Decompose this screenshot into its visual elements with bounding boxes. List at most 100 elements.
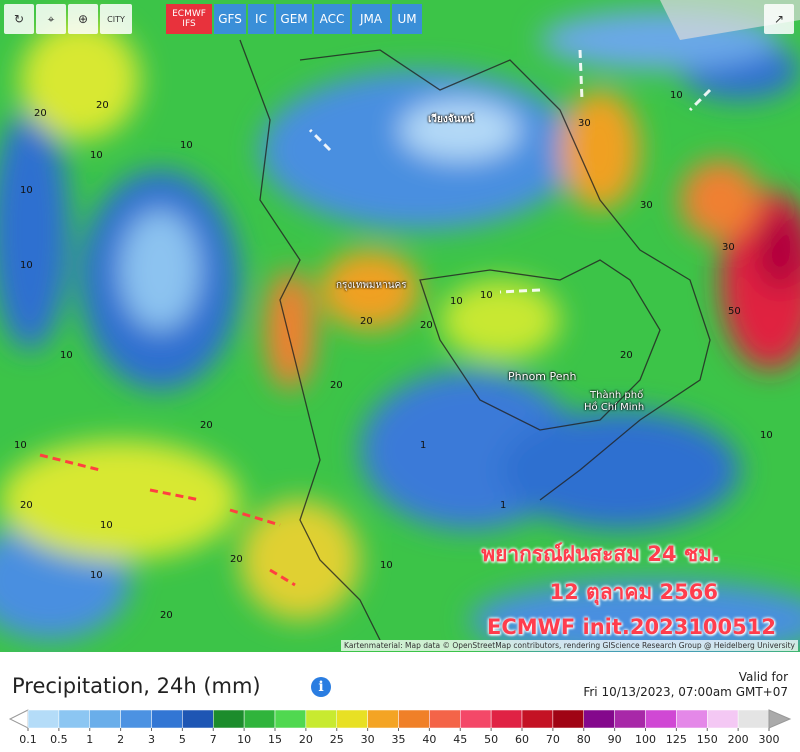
legend-swatch	[274, 709, 307, 729]
legend-swatch	[243, 709, 276, 729]
contour-label: 10	[60, 350, 73, 361]
model-button[interactable]: GFS	[214, 4, 246, 34]
contour-label: 20	[34, 108, 47, 119]
city-label: Hồ Chí Minh	[584, 402, 645, 413]
city-label: Thành phố	[590, 390, 644, 401]
legend-arrow-left	[8, 709, 29, 729]
precipitation-map[interactable]	[0, 0, 800, 652]
contour-label: 10	[100, 520, 113, 531]
model-button[interactable]: GEM	[276, 4, 312, 34]
legend-swatch	[182, 709, 214, 729]
legend-swatch	[676, 709, 708, 729]
legend-panel: Precipitation, 24h (mm) i Valid for Fri …	[0, 652, 800, 752]
contour-label: 20	[360, 316, 373, 327]
contour-label: 10	[760, 430, 773, 441]
legend-title: Precipitation, 24h (mm)	[12, 674, 261, 698]
legend-tick-label: 2	[117, 733, 124, 746]
legend-tick-label: 150	[697, 733, 718, 746]
legend-swatch	[552, 709, 584, 729]
contour-label: 20	[620, 350, 633, 361]
legend-swatch	[27, 709, 60, 729]
valid-label: Valid for	[738, 670, 788, 684]
legend-tick-label: 0.5	[50, 733, 68, 746]
contour-label: 20	[200, 420, 213, 431]
legend-tick-label: 30	[361, 733, 375, 746]
contour-label: 10	[180, 140, 193, 151]
legend-tick-label: 90	[608, 733, 622, 746]
contour-label: 20	[420, 320, 433, 331]
legend-tick-label: 15	[268, 733, 282, 746]
legend-swatch	[429, 709, 461, 729]
city-button[interactable]: CITY	[100, 4, 132, 34]
contour-label: 20	[330, 380, 343, 391]
legend-swatch	[490, 709, 523, 729]
city-label: Phnom Penh	[508, 370, 577, 383]
legend-tick-label: 25	[330, 733, 344, 746]
legend-tick-label: 300	[759, 733, 780, 746]
legend-tick-label: 100	[635, 733, 656, 746]
contour-label: 10	[20, 260, 33, 271]
model-button[interactable]: ACC	[314, 4, 350, 34]
zoom-button[interactable]: ⊕	[68, 4, 98, 34]
legend-arrow-right	[768, 709, 792, 729]
contour-label: 10	[20, 185, 33, 196]
legend-tick-label: 60	[515, 733, 529, 746]
legend-swatch	[707, 709, 739, 729]
legend-swatch	[645, 709, 677, 729]
legend-swatch	[521, 709, 554, 729]
valid-time: Fri 10/13/2023, 07:00am GMT+07	[583, 685, 788, 699]
contour-label: 20	[160, 610, 173, 621]
legend-tick-label: 0.1	[19, 733, 37, 746]
legend-tick-label: 7	[210, 733, 217, 746]
legend-swatch	[583, 709, 615, 729]
legend-tick-label: 40	[422, 733, 436, 746]
forecast-title: พยากรณ์ฝนสะสม 24 ชม.	[481, 542, 720, 566]
forecast-date: 12 ตุลาคม 2566	[549, 580, 718, 604]
color-bar: 0.1 0.5 1 2 3 5 7 10 15 20 25 30 35 40 45 50 60 70 80 90 100…	[8, 709, 792, 746]
legend-swatch	[89, 709, 121, 729]
model-button[interactable]: ECMWF IFS	[166, 4, 212, 34]
legend-swatch	[213, 709, 245, 729]
contour-label: 10	[14, 440, 27, 451]
legend-tick-label: 1	[86, 733, 93, 746]
contour-label: 30	[578, 118, 591, 129]
forecast-init: ECMWF init.2023100512	[487, 615, 776, 639]
legend-tick-label: 70	[546, 733, 560, 746]
model-button[interactable]: JMA	[352, 4, 390, 34]
legend-tick-label: 3	[148, 733, 155, 746]
legend-swatch	[305, 709, 337, 729]
attribution: Kartenmaterial: Map data © OpenStreetMap…	[341, 640, 798, 651]
model-button[interactable]: IC	[248, 4, 274, 34]
legend-tick-label: 50	[484, 733, 498, 746]
contour-label: 1	[420, 440, 427, 451]
legend-swatch	[460, 709, 492, 729]
model-button[interactable]: UM	[392, 4, 422, 34]
contour-label: 10	[670, 90, 683, 101]
city-label: เวียงจันทน์	[428, 114, 474, 125]
contour-label: 30	[722, 242, 735, 253]
share-button[interactable]: ↗	[764, 4, 794, 34]
contour-label: 10	[480, 290, 493, 301]
legend-tick-label: 35	[392, 733, 406, 746]
refresh-button[interactable]: ↻	[4, 4, 34, 34]
legend-tick-label: 125	[666, 733, 687, 746]
legend-swatch	[336, 709, 368, 729]
legend-swatch	[737, 709, 770, 729]
contour-label: 1	[500, 500, 507, 511]
contour-label: 20	[96, 100, 109, 111]
legend-tick-label: 20	[299, 733, 313, 746]
legend-tick-label: 10	[237, 733, 251, 746]
contour-label: 1	[540, 620, 547, 631]
legend-swatch	[151, 709, 183, 729]
location-button[interactable]: ⌖	[36, 4, 66, 34]
contour-label: 10	[380, 560, 393, 571]
contour-label: 20	[230, 554, 243, 565]
contour-label: 10	[90, 570, 103, 581]
contour-label: 10	[450, 296, 463, 307]
legend-tick-label: 45	[453, 733, 467, 746]
legend-swatch	[58, 709, 90, 729]
legend-swatch	[398, 709, 430, 729]
contour-label: 30	[640, 200, 653, 211]
info-button[interactable]: i	[311, 677, 331, 697]
